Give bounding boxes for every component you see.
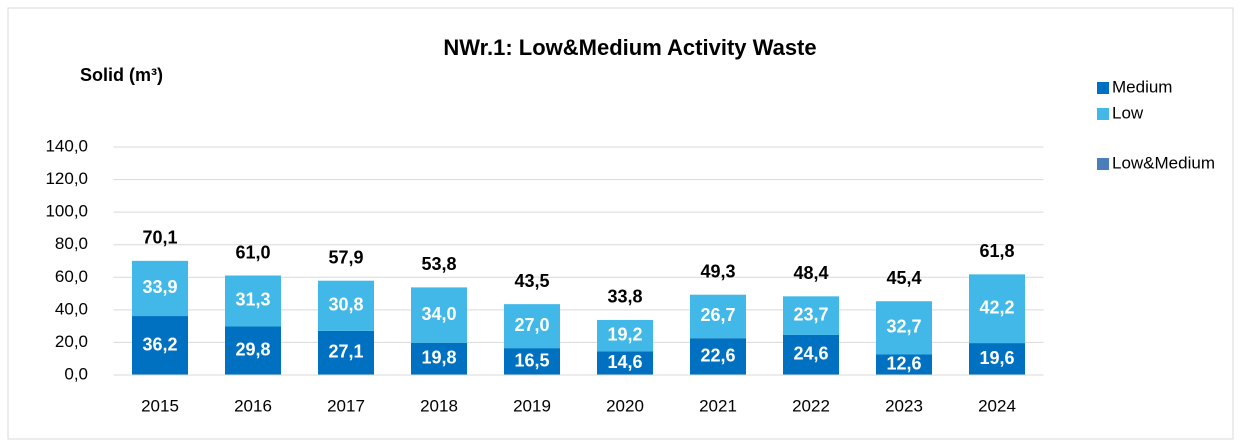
total-label: 61,0 xyxy=(235,242,270,262)
bar-segment xyxy=(411,287,467,343)
bar-segment xyxy=(225,326,281,375)
y-tick-label: 140,0 xyxy=(45,136,88,155)
total-label: 45,4 xyxy=(886,268,921,288)
x-tick-label: 2019 xyxy=(513,396,551,415)
legend-swatch xyxy=(1097,82,1109,94)
total-label: 57,9 xyxy=(328,247,363,267)
data-label: 19,2 xyxy=(607,324,642,344)
x-tick-label: 2021 xyxy=(699,396,737,415)
legend-swatch xyxy=(1097,108,1109,120)
data-label: 32,7 xyxy=(886,317,921,337)
data-label: 29,8 xyxy=(235,339,270,359)
y-tick-label: 100,0 xyxy=(45,202,88,221)
data-label: 19,8 xyxy=(421,348,456,368)
bar-segment xyxy=(690,338,746,375)
data-label: 27,1 xyxy=(328,342,363,362)
bar-segment xyxy=(318,330,374,375)
y-tick-label: 60,0 xyxy=(55,267,88,286)
total-label: 33,8 xyxy=(607,287,642,307)
y-tick-label: 20,0 xyxy=(55,332,88,351)
legend-label: Low xyxy=(1112,103,1144,122)
bar-segment xyxy=(132,260,188,317)
total-label: 48,4 xyxy=(793,263,828,283)
bar-segment xyxy=(318,280,374,331)
bar-segment xyxy=(597,351,653,375)
data-label: 34,0 xyxy=(421,304,456,324)
y-tick-label: 120,0 xyxy=(45,169,88,188)
bar-segment xyxy=(504,348,560,375)
data-label: 42,2 xyxy=(979,297,1014,317)
legend-label: Low&Medium xyxy=(1112,153,1215,172)
x-tick-label: 2020 xyxy=(606,396,644,415)
data-label: 33,9 xyxy=(142,277,177,297)
data-label: 31,3 xyxy=(235,290,270,310)
total-label: 53,8 xyxy=(421,254,456,274)
total-label: 70,1 xyxy=(142,228,177,248)
data-label: 16,5 xyxy=(514,350,549,370)
data-label: 19,6 xyxy=(979,348,1014,368)
bar-segment xyxy=(876,354,932,375)
data-label: 30,8 xyxy=(328,295,363,315)
data-label: 23,7 xyxy=(793,304,828,324)
x-tick-label: 2018 xyxy=(420,396,458,415)
total-label: 43,5 xyxy=(514,271,549,291)
bar-segment xyxy=(690,294,746,339)
data-label: 22,6 xyxy=(700,345,735,365)
y-tick-label: 40,0 xyxy=(55,299,88,318)
x-tick-label: 2024 xyxy=(978,396,1016,415)
legend-swatch xyxy=(1097,158,1109,170)
bar-segment xyxy=(411,342,467,375)
bar-segment xyxy=(969,343,1025,375)
total-label: 49,3 xyxy=(700,261,735,281)
data-label: 27,0 xyxy=(514,315,549,335)
data-label: 14,6 xyxy=(607,352,642,372)
bar-segment xyxy=(504,304,560,349)
x-tick-label: 2016 xyxy=(234,396,272,415)
data-label: 24,6 xyxy=(793,344,828,364)
y-axis-label: Solid (m³) xyxy=(80,65,163,85)
y-tick-label: 80,0 xyxy=(55,234,88,253)
data-label: 26,7 xyxy=(700,305,735,325)
bar-segment xyxy=(597,319,653,352)
legend-label: Medium xyxy=(1112,77,1172,96)
bar-segment xyxy=(783,334,839,375)
bar-segment xyxy=(876,301,932,355)
y-tick-label: 0,0 xyxy=(64,364,88,383)
x-tick-label: 2022 xyxy=(792,396,830,415)
total-label: 61,8 xyxy=(979,241,1014,261)
bar-segment xyxy=(225,275,281,327)
bar-segment xyxy=(969,274,1025,344)
x-tick-label: 2017 xyxy=(327,396,365,415)
data-label: 12,6 xyxy=(886,353,921,373)
chart-title: NWr.1: Low&Medium Activity Waste xyxy=(443,35,816,60)
x-tick-label: 2023 xyxy=(885,396,923,415)
bar-segment xyxy=(132,316,188,375)
bar-segment xyxy=(783,296,839,335)
data-label: 36,2 xyxy=(142,334,177,354)
x-tick-label: 2015 xyxy=(141,396,179,415)
